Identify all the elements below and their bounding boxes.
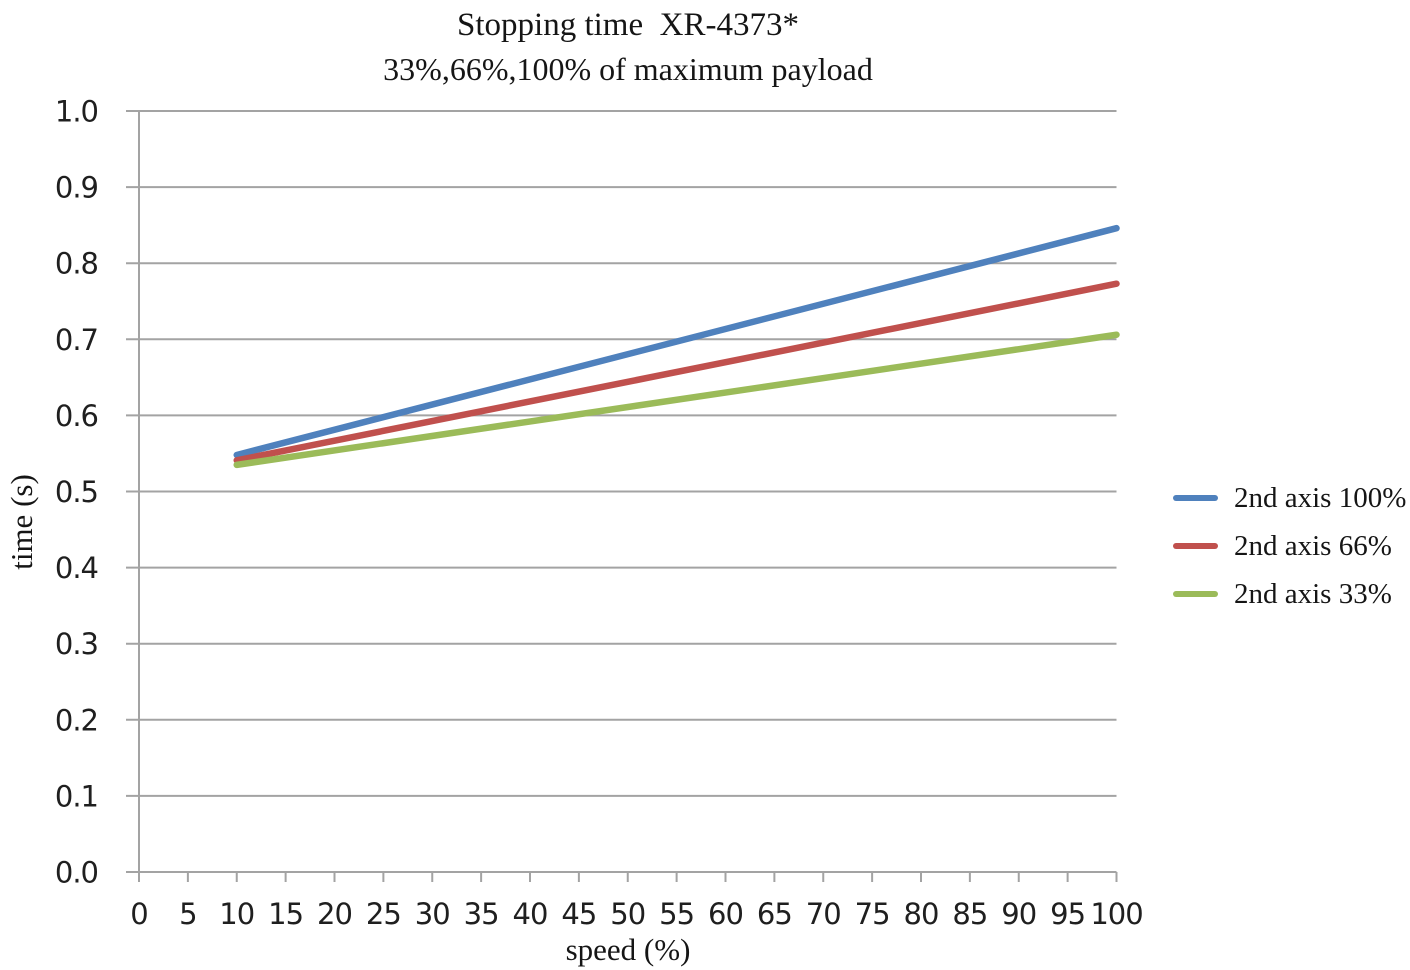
legend-line-swatch-100 <box>1173 495 1218 501</box>
series-line <box>233 224 1120 459</box>
x-tick-label: 65 <box>757 897 792 931</box>
y-tick-label: 1.0 <box>55 95 98 129</box>
y-tick-label: 0.7 <box>55 323 98 357</box>
x-tick-label: 10 <box>219 897 254 931</box>
y-tick-label: 0.1 <box>55 779 98 813</box>
x-tick-label: 50 <box>610 897 645 931</box>
x-tick-label: 5 <box>179 897 196 931</box>
x-tick-label: 0 <box>130 897 147 931</box>
x-axis-title: speed (%) <box>565 932 691 967</box>
legend-line-swatch-66 <box>1173 543 1218 549</box>
legend: 2nd axis 100% 2nd axis 66% 2nd axis 33% <box>1173 474 1410 618</box>
y-tick-label: 0.6 <box>55 399 98 433</box>
y-tick-label: 0.3 <box>55 627 98 661</box>
legend-label: 2nd axis 100% <box>1234 481 1407 514</box>
x-tick-label: 20 <box>317 897 352 931</box>
y-tick-label: 0.2 <box>55 703 98 737</box>
legend-label: 2nd axis 33% <box>1234 577 1392 610</box>
legend-item: 2nd axis 66% <box>1173 522 1410 570</box>
x-tick-label: 60 <box>708 897 743 931</box>
legend-label: 2nd axis 66% <box>1234 529 1392 562</box>
y-axis-title: time (s) <box>4 474 39 570</box>
x-tick-label: 100 <box>1090 897 1142 931</box>
x-tick-label: 95 <box>1050 897 1085 931</box>
x-tick-label: 90 <box>1001 897 1036 931</box>
x-tick-label: 55 <box>659 897 694 931</box>
x-tick-label: 35 <box>464 897 499 931</box>
x-tick-label: 40 <box>513 897 548 931</box>
series-line <box>233 331 1120 469</box>
y-tick-label: 0.8 <box>55 247 98 281</box>
legend-item: 2nd axis 100% <box>1173 474 1410 522</box>
x-tick-label: 75 <box>855 897 890 931</box>
y-tick-label: 0.5 <box>55 475 98 509</box>
y-tick-label: 0.9 <box>55 171 98 205</box>
x-tick-label: 45 <box>561 897 596 931</box>
chart-title: Stopping time XR-4373* <box>457 7 799 43</box>
legend-item: 2nd axis 33% <box>1173 570 1410 618</box>
x-tick-label: 30 <box>415 897 450 931</box>
x-tick-label: 25 <box>366 897 401 931</box>
y-tick-label: 0.4 <box>55 551 98 585</box>
x-tick-label: 80 <box>904 897 939 931</box>
y-tick-label: 0.0 <box>55 856 98 890</box>
chart-subtitle: 33%,66%,100% of maximum payload <box>383 51 873 87</box>
x-tick-label: 70 <box>806 897 841 931</box>
series-line <box>233 280 1120 464</box>
x-tick-label: 85 <box>952 897 987 931</box>
x-tick-label: 15 <box>268 897 303 931</box>
legend-line-swatch-33 <box>1173 591 1218 597</box>
